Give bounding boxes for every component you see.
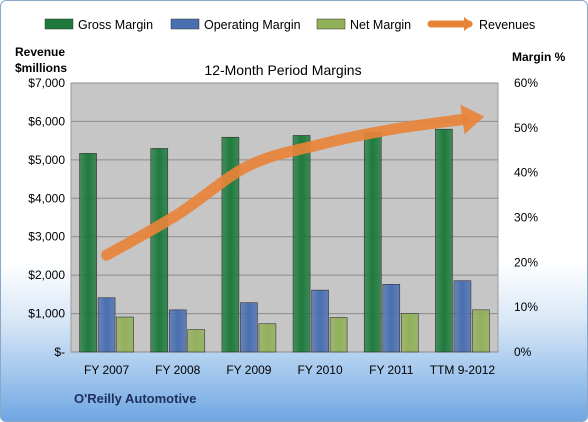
- left-axis-title-line2: $millions: [15, 61, 67, 75]
- bars-group: [79, 128, 490, 353]
- x-tick-label: FY 2007: [84, 363, 129, 377]
- right-axis-title: Margin %: [512, 50, 566, 64]
- x-tick-label: FY 2010: [298, 363, 343, 377]
- bar-gross-margin: [363, 132, 382, 353]
- bar-operating-margin: [168, 309, 187, 353]
- left-tick-label: $6,000: [28, 114, 65, 128]
- left-tick-label: $4,000: [28, 191, 65, 205]
- x-tick-label: FY 2009: [226, 363, 271, 377]
- revenue-arrow-head: [460, 104, 485, 135]
- revenue-line: [101, 114, 468, 261]
- legend-label: Gross Margin: [78, 18, 153, 32]
- bar-gross-margin: [150, 148, 169, 353]
- x-tick-label: TTM 9-2012: [430, 363, 496, 377]
- bar-operating-margin: [382, 284, 401, 353]
- bar-operating-margin: [453, 280, 472, 353]
- right-tick-label: 40%: [514, 166, 538, 180]
- right-tick-label: 60%: [514, 76, 538, 90]
- bar-gross-margin: [435, 128, 453, 353]
- company-name: O'Reilly Automotive: [74, 391, 197, 406]
- left-tick-label: $7,000: [28, 76, 65, 90]
- right-tick-label: 50%: [514, 121, 538, 135]
- bar-operating-margin: [97, 297, 116, 353]
- chart-title: 12-Month Period Margins: [204, 62, 361, 78]
- right-tick-label: 0%: [514, 345, 532, 359]
- legend-label: Net Margin: [350, 18, 411, 32]
- x-tick-label: FY 2008: [155, 363, 200, 377]
- left-axis-title-line1: Revenue: [15, 45, 65, 59]
- left-tick-label: $2,000: [28, 268, 65, 282]
- bar-net-margin: [472, 309, 490, 353]
- bar-net-margin: [187, 329, 206, 353]
- revenue-line-group: [101, 104, 485, 261]
- right-tick-label: 30%: [514, 211, 538, 225]
- left-tick-label: $5,000: [28, 153, 65, 167]
- legend-swatch: [316, 18, 346, 30]
- x-tick-label: FY 2011: [369, 363, 414, 377]
- bar-net-margin: [400, 313, 419, 353]
- right-tick-label: 20%: [514, 255, 538, 269]
- legend-label: Operating Margin: [204, 18, 301, 32]
- left-tick-label: $-: [54, 345, 65, 359]
- bar-net-margin: [258, 323, 277, 353]
- legend-swatch: [44, 18, 74, 30]
- legend: Gross Margin Operating Margin Net Margin Re…: [44, 17, 535, 32]
- bar-operating-margin: [311, 289, 329, 353]
- bar-gross-margin: [221, 136, 240, 353]
- bar-operating-margin: [240, 302, 258, 353]
- left-tick-label: $3,000: [28, 230, 65, 244]
- legend-swatch: [170, 18, 200, 30]
- bar-net-margin: [116, 316, 134, 353]
- right-tick-label: 10%: [514, 300, 538, 314]
- right-axis-ticks: 0% 10% 20% 30% 40% 50% 60%: [514, 76, 538, 359]
- legend-label: Revenues: [479, 18, 535, 32]
- bar-gross-margin: [292, 135, 311, 353]
- bar-net-margin: [329, 317, 348, 353]
- legend-arrow: [464, 17, 473, 31]
- left-axis-ticks: $- $1,000 $2,000 $3,000 $4,000 $5,000 $6,000 $7…: [28, 76, 65, 359]
- x-axis-ticks: FY 2007 FY 2008 FY 2009 FY 2010 FY 2011 TTM 9…: [84, 363, 495, 377]
- bar-gross-margin: [79, 153, 97, 353]
- left-tick-label: $1,000: [28, 307, 65, 321]
